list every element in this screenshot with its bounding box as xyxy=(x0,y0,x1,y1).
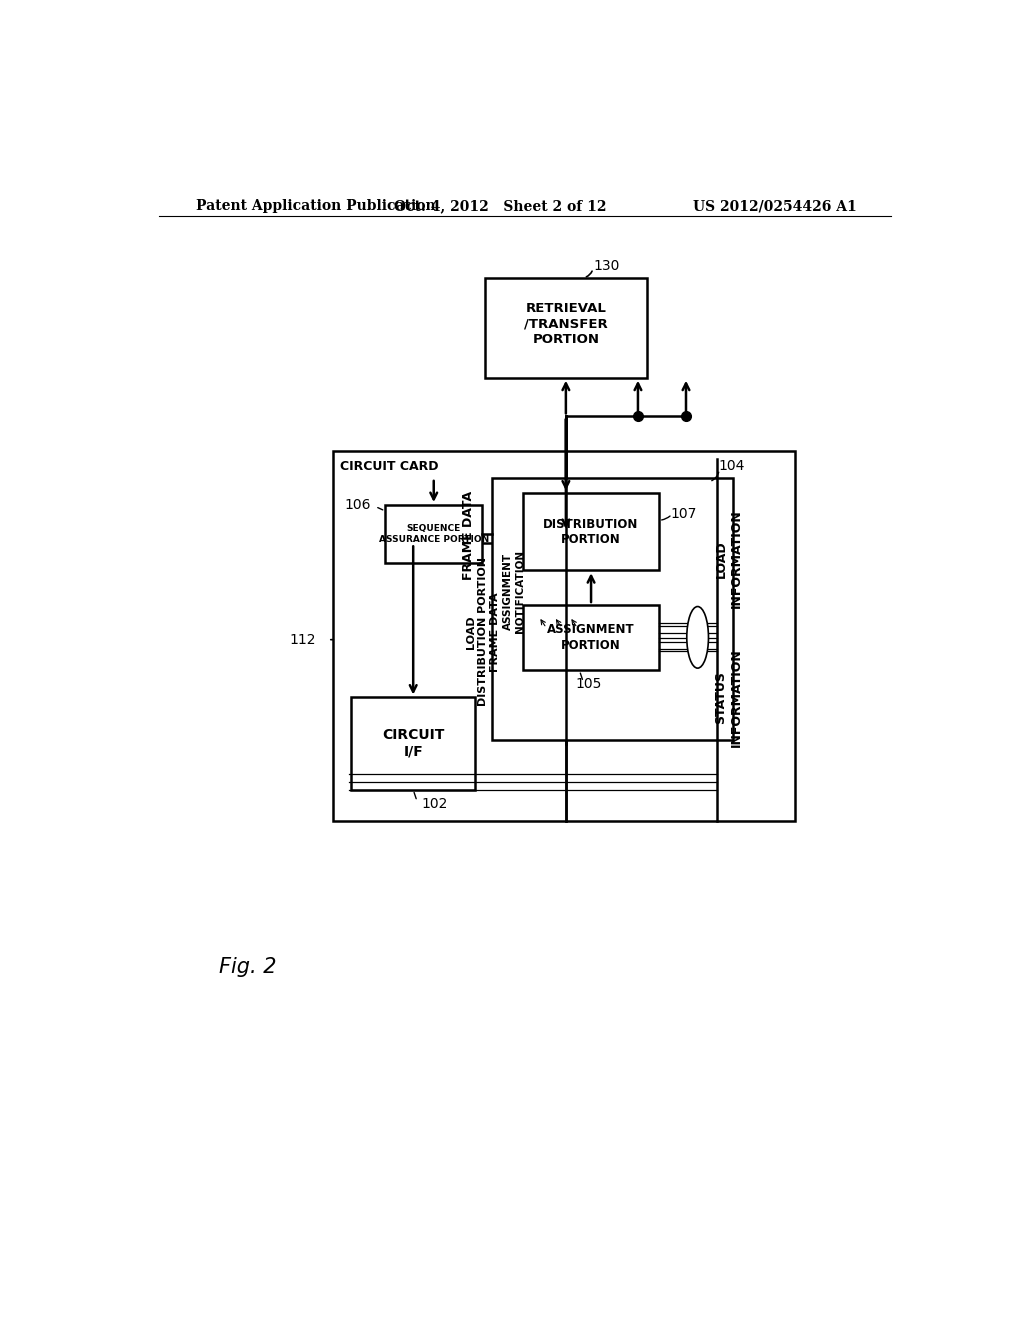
Text: ASSIGNMENT
NOTIFICATION: ASSIGNMENT NOTIFICATION xyxy=(503,550,525,634)
Bar xyxy=(523,494,658,570)
Text: FRAME DATA: FRAME DATA xyxy=(463,491,475,581)
Bar xyxy=(334,451,795,821)
Text: ASSIGNMENT
PORTION: ASSIGNMENT PORTION xyxy=(547,623,635,652)
Text: Oct. 4, 2012   Sheet 2 of 12: Oct. 4, 2012 Sheet 2 of 12 xyxy=(394,199,606,213)
Text: US 2012/0254426 A1: US 2012/0254426 A1 xyxy=(693,199,856,213)
Text: Patent Application Publication: Patent Application Publication xyxy=(197,199,436,213)
Bar xyxy=(493,478,732,739)
Text: LOAD
INFORMATION: LOAD INFORMATION xyxy=(715,510,742,609)
Bar xyxy=(484,277,647,378)
Text: RETRIEVAL
/TRANSFER
PORTION: RETRIEVAL /TRANSFER PORTION xyxy=(524,302,608,346)
Text: 104: 104 xyxy=(719,459,744,474)
Bar xyxy=(351,697,475,789)
Text: 130: 130 xyxy=(593,259,620,273)
Text: DISTRIBUTION
PORTION: DISTRIBUTION PORTION xyxy=(544,517,639,546)
Text: 106: 106 xyxy=(345,498,372,512)
Text: LOAD
DISTRIBUTION PORTION
FRAME DATA: LOAD DISTRIBUTION PORTION FRAME DATA xyxy=(466,557,500,706)
Text: CIRCUIT
I/F: CIRCUIT I/F xyxy=(382,729,444,759)
Text: 102: 102 xyxy=(421,797,447,810)
Text: 105: 105 xyxy=(575,677,602,692)
Text: 112: 112 xyxy=(289,632,315,647)
Text: SEQUENCE
ASSURANCE PORTION: SEQUENCE ASSURANCE PORTION xyxy=(379,524,488,544)
Bar xyxy=(385,506,482,562)
Text: Fig. 2: Fig. 2 xyxy=(219,957,276,977)
Text: 107: 107 xyxy=(671,507,697,521)
Text: CIRCUIT CARD: CIRCUIT CARD xyxy=(340,461,438,474)
Bar xyxy=(523,605,658,671)
Ellipse shape xyxy=(687,607,709,668)
Text: STATUS
INFORMATION: STATUS INFORMATION xyxy=(715,648,742,747)
